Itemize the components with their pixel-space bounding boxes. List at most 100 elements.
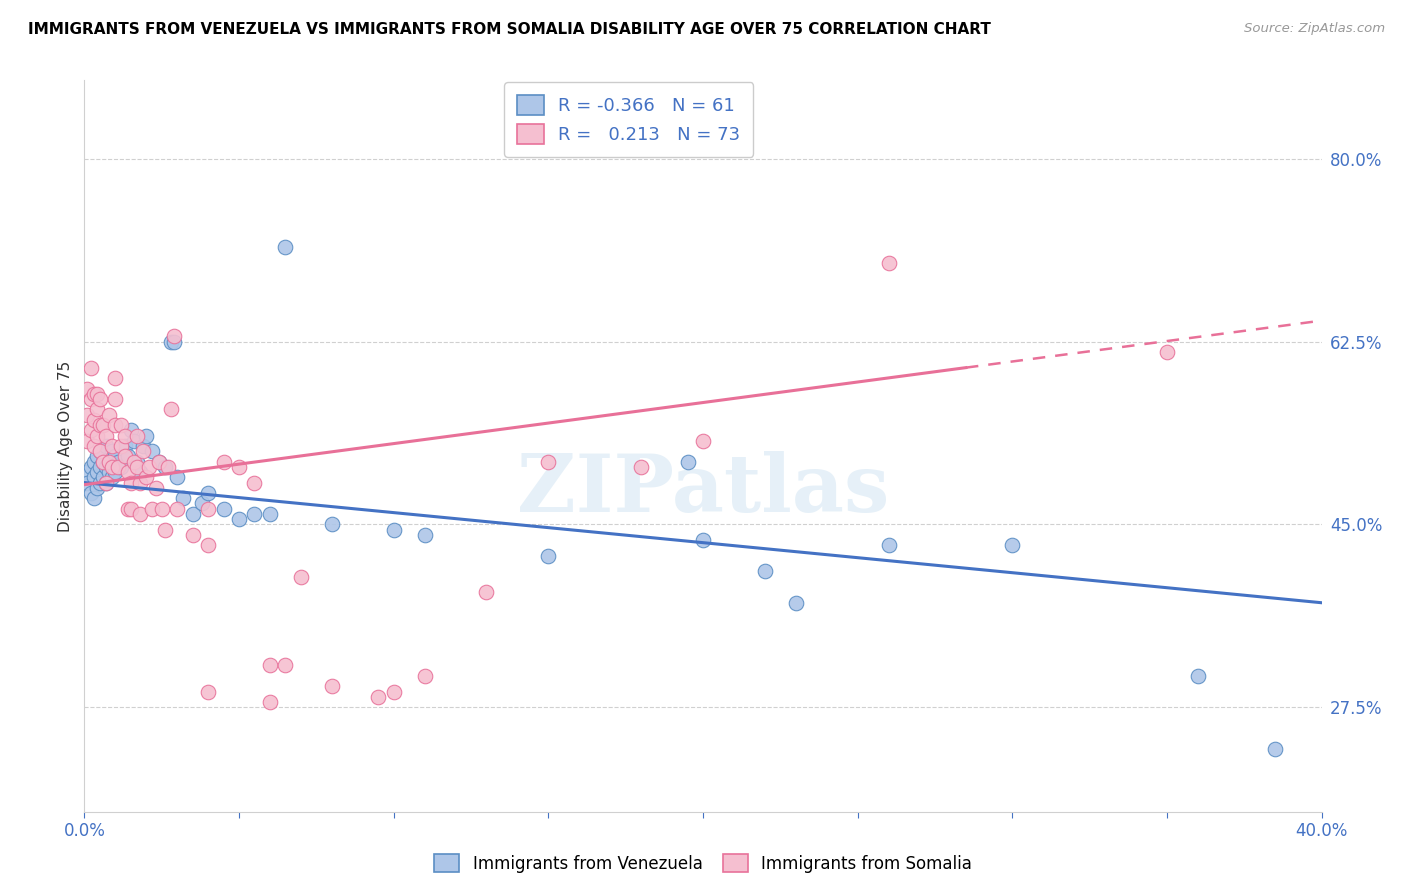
Point xyxy=(120,423,142,437)
Point xyxy=(83,413,105,427)
Point xyxy=(110,439,132,453)
Point xyxy=(122,455,145,469)
Point xyxy=(537,455,560,469)
Point xyxy=(104,392,127,406)
Point xyxy=(145,481,167,495)
Point xyxy=(86,428,108,442)
Point xyxy=(228,512,250,526)
Point xyxy=(153,459,176,474)
Point xyxy=(79,423,101,437)
Text: IMMIGRANTS FROM VENEZUELA VS IMMIGRANTS FROM SOMALIA DISABILITY AGE OVER 75 CORR: IMMIGRANTS FROM VENEZUELA VS IMMIGRANTS … xyxy=(28,22,991,37)
Point xyxy=(148,455,170,469)
Point xyxy=(163,329,186,343)
Point xyxy=(114,439,136,453)
Point xyxy=(94,475,117,490)
Point xyxy=(125,428,148,442)
Point xyxy=(181,507,204,521)
Point xyxy=(537,549,560,563)
Point xyxy=(104,418,127,433)
Point xyxy=(110,459,132,474)
Point xyxy=(86,450,108,464)
Y-axis label: Disability Age Over 75: Disability Age Over 75 xyxy=(58,360,73,532)
Point xyxy=(117,501,139,516)
Point xyxy=(382,684,405,698)
Point xyxy=(83,455,105,469)
Point xyxy=(110,418,132,433)
Point xyxy=(676,455,699,469)
Point xyxy=(76,434,98,448)
Point xyxy=(148,455,170,469)
Point xyxy=(135,470,157,484)
Point xyxy=(94,439,117,453)
Point xyxy=(166,470,188,484)
Point xyxy=(89,444,111,458)
Point xyxy=(76,465,98,479)
Point xyxy=(89,459,111,474)
Point xyxy=(83,491,105,506)
Point xyxy=(89,392,111,406)
Point xyxy=(212,501,235,516)
Text: Source: ZipAtlas.com: Source: ZipAtlas.com xyxy=(1244,22,1385,36)
Point xyxy=(290,569,312,583)
Point xyxy=(181,528,204,542)
Point xyxy=(129,465,152,479)
Point xyxy=(76,382,98,396)
Point xyxy=(114,450,136,464)
Point xyxy=(141,444,163,458)
Point xyxy=(160,402,183,417)
Point xyxy=(630,459,652,474)
Point xyxy=(138,459,160,474)
Point xyxy=(172,491,194,506)
Point xyxy=(89,475,111,490)
Legend: R = -0.366   N = 61, R =   0.213   N = 73: R = -0.366 N = 61, R = 0.213 N = 73 xyxy=(505,82,754,157)
Point xyxy=(1001,538,1024,552)
Point xyxy=(274,658,297,673)
Point xyxy=(1264,742,1286,756)
Point xyxy=(79,486,101,500)
Point xyxy=(129,507,152,521)
Point xyxy=(101,470,124,484)
Point xyxy=(191,496,214,510)
Text: ZIPatlas: ZIPatlas xyxy=(517,450,889,529)
Point xyxy=(321,517,343,532)
Point xyxy=(125,455,148,469)
Point xyxy=(76,408,98,422)
Point xyxy=(107,459,129,474)
Point xyxy=(692,434,714,448)
Point xyxy=(163,334,186,349)
Point xyxy=(877,256,900,270)
Point xyxy=(197,501,219,516)
Point xyxy=(754,565,776,579)
Point xyxy=(413,669,436,683)
Point xyxy=(98,455,121,469)
Point xyxy=(259,695,281,709)
Point xyxy=(243,507,266,521)
Point xyxy=(132,439,155,453)
Point xyxy=(104,371,127,385)
Point xyxy=(475,585,498,599)
Point xyxy=(156,459,179,474)
Point xyxy=(104,465,127,479)
Point xyxy=(125,459,148,474)
Point xyxy=(98,408,121,422)
Point xyxy=(197,486,219,500)
Point xyxy=(692,533,714,547)
Point xyxy=(89,444,111,458)
Point xyxy=(98,465,121,479)
Legend: Immigrants from Venezuela, Immigrants from Somalia: Immigrants from Venezuela, Immigrants fr… xyxy=(427,847,979,880)
Point xyxy=(274,240,297,254)
Point xyxy=(117,465,139,479)
Point xyxy=(1187,669,1209,683)
Point xyxy=(98,455,121,469)
Point xyxy=(259,507,281,521)
Point xyxy=(86,481,108,495)
Point xyxy=(79,360,101,375)
Point xyxy=(101,459,124,474)
Point xyxy=(243,475,266,490)
Point xyxy=(76,475,98,490)
Point xyxy=(79,459,101,474)
Point xyxy=(367,690,389,704)
Point xyxy=(122,434,145,448)
Point xyxy=(197,538,219,552)
Point xyxy=(321,679,343,693)
